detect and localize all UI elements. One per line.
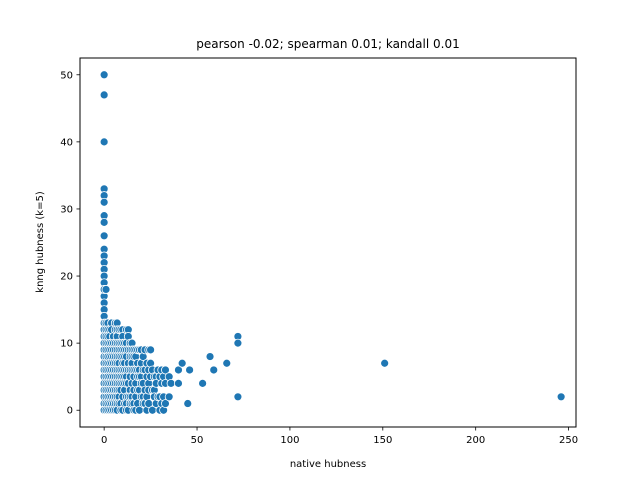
x-tick-label: 150 (373, 435, 392, 446)
data-point (380, 358, 390, 368)
data-point (185, 365, 195, 375)
data-point (174, 365, 183, 375)
data-point (556, 392, 566, 402)
data-point (205, 352, 215, 361)
data-point (99, 217, 109, 227)
data-point (99, 231, 109, 241)
y-tick-label: 40 (60, 137, 73, 148)
data-point (99, 197, 109, 207)
data-point (222, 358, 232, 368)
data-point (161, 365, 170, 375)
data-point (166, 378, 176, 388)
data-point (161, 399, 170, 408)
data-point (233, 392, 243, 402)
data-point (146, 345, 155, 355)
x-tick-label: 200 (466, 435, 485, 446)
y-axis: 0 10 20 30 40 50 (60, 70, 80, 417)
x-tick-label: 100 (280, 435, 299, 446)
data-point (233, 338, 243, 348)
data-point (209, 365, 219, 375)
plot-frame (79, 57, 577, 428)
data-point (99, 137, 109, 147)
data-point (101, 285, 111, 294)
chart-title: pearson -0.02; spearman 0.01; kandall 0.… (196, 37, 459, 51)
y-axis-label: knng hubness (k=5) (35, 191, 46, 293)
data-points (99, 70, 566, 415)
data-point (99, 70, 109, 80)
y-tick-label: 30 (60, 204, 73, 215)
y-tick-label: 0 (67, 406, 73, 417)
data-point (99, 90, 109, 100)
data-point (174, 378, 183, 388)
x-tick-label: 0 (101, 435, 107, 446)
data-point (177, 358, 187, 368)
x-axis-label: native hubness (290, 459, 366, 470)
data-point (198, 378, 208, 388)
data-point (164, 392, 174, 402)
y-tick-label: 20 (60, 272, 73, 283)
x-axis: 0 50 100 150 200 250 (101, 427, 578, 446)
x-tick-label: 50 (191, 435, 204, 446)
y-tick-label: 50 (60, 70, 73, 81)
x-tick-label: 250 (559, 435, 578, 446)
data-point (183, 399, 193, 408)
y-tick-label: 10 (60, 339, 73, 350)
